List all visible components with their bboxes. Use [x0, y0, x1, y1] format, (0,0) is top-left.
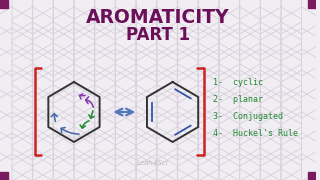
- Text: 4-  Huckel's Rule: 4- Huckel's Rule: [213, 129, 298, 138]
- Bar: [0, 172, 8, 180]
- Text: 1-  cyclic: 1- cyclic: [213, 78, 263, 87]
- Bar: [308, 0, 316, 8]
- Text: Leah4Sci: Leah4Sci: [137, 160, 169, 166]
- Text: 3-  Conjugated: 3- Conjugated: [213, 111, 283, 120]
- Bar: [308, 172, 316, 180]
- Text: 2-  planar: 2- planar: [213, 94, 263, 103]
- Bar: [0, 0, 8, 8]
- Text: PART 1: PART 1: [126, 26, 190, 44]
- Text: AROMATICITY: AROMATICITY: [86, 8, 230, 26]
